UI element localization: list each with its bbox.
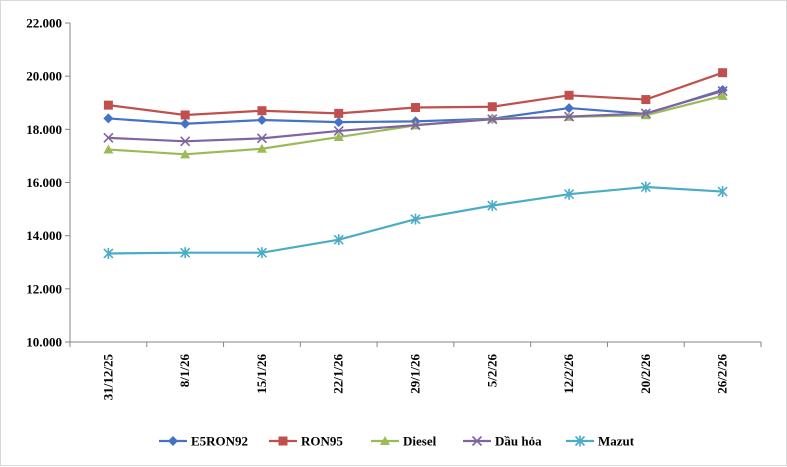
data-point xyxy=(640,108,651,119)
data-point xyxy=(103,100,113,110)
data-point xyxy=(103,144,114,154)
y-tick-label: 18.000 xyxy=(26,122,62,137)
y-tick-label: 14.000 xyxy=(26,228,62,243)
data-point xyxy=(410,120,421,131)
x-tick-label: 31/12/25 xyxy=(100,354,115,401)
y-tick-label: 10.000 xyxy=(26,335,62,350)
legend-label: Dầu hỏa xyxy=(495,434,542,449)
data-point xyxy=(410,213,421,225)
data-point xyxy=(564,103,575,114)
x-tick-label: 5/2/26 xyxy=(484,354,499,388)
y-tick-label: 12.000 xyxy=(26,281,62,296)
data-point xyxy=(103,247,114,259)
data-point xyxy=(487,200,498,212)
data-point xyxy=(718,68,728,78)
legend-item: RON95 xyxy=(269,434,343,449)
data-point xyxy=(180,247,191,259)
legend-item: Dầu hỏa xyxy=(463,434,542,449)
data-point xyxy=(717,85,728,97)
legend-marker xyxy=(380,436,390,445)
data-point xyxy=(103,132,114,143)
x-axis-ticks: 31/12/25 8/1/26 15/1/26 22/1/26 29/1/26 5/2/2… xyxy=(69,342,762,401)
x-tick-label: 15/1/26 xyxy=(254,354,269,394)
data-point xyxy=(256,143,267,153)
axes xyxy=(69,23,761,343)
y-tick-label: 20.000 xyxy=(26,69,62,84)
data-point xyxy=(640,181,651,193)
x-tick-label: 26/2/26 xyxy=(715,354,730,394)
legend: E5RON92 RON95 Diesel Dầu hỏa Mazut xyxy=(159,434,635,449)
y-axis-ticks: 10.000 12.000 14.000 16.000 18.000 20.000 22.0… xyxy=(26,16,70,350)
data-point xyxy=(333,132,344,142)
data-point xyxy=(563,188,575,200)
x-tick-label: 22/1/26 xyxy=(331,354,346,394)
legend-item: E5RON92 xyxy=(159,434,248,449)
legend-label: Mazut xyxy=(598,434,635,449)
legend-marker xyxy=(168,436,178,446)
series-ron95 xyxy=(103,68,728,120)
data-point xyxy=(487,102,497,112)
series-group xyxy=(103,68,728,259)
data-point xyxy=(333,234,344,246)
data-point xyxy=(717,186,728,198)
data-point xyxy=(180,110,190,120)
data-point xyxy=(717,90,728,100)
data-point xyxy=(257,106,267,116)
data-point xyxy=(411,103,420,113)
data-point xyxy=(641,95,651,105)
data-point xyxy=(563,111,575,122)
x-tick-label: 29/1/26 xyxy=(408,354,423,394)
series-dầu-hỏa xyxy=(103,85,728,147)
data-point xyxy=(180,136,191,147)
data-point xyxy=(256,247,268,259)
legend-item: Diesel xyxy=(371,434,437,449)
y-tick-label: 16.000 xyxy=(26,175,62,190)
series-mazut xyxy=(103,181,728,259)
data-point xyxy=(256,115,267,126)
data-point xyxy=(256,133,268,144)
legend-label: E5RON92 xyxy=(191,434,248,449)
legend-marker xyxy=(574,435,586,447)
legend-marker xyxy=(471,435,483,447)
data-point xyxy=(564,90,574,100)
y-tick-label: 22.000 xyxy=(26,16,62,31)
data-point xyxy=(334,108,344,118)
x-tick-label: 20/2/26 xyxy=(638,354,653,394)
x-tick-label: 12/2/26 xyxy=(561,354,576,394)
data-point xyxy=(180,149,191,159)
data-point xyxy=(487,114,498,125)
legend-item: Mazut xyxy=(566,434,635,449)
data-point xyxy=(333,117,344,128)
data-point xyxy=(180,118,191,129)
data-point xyxy=(333,125,344,136)
legend-label: Diesel xyxy=(403,434,437,449)
legend-label: RON95 xyxy=(301,434,343,449)
x-tick-label: 8/1/26 xyxy=(177,354,192,388)
legend-marker xyxy=(278,436,288,446)
data-point xyxy=(103,113,114,124)
